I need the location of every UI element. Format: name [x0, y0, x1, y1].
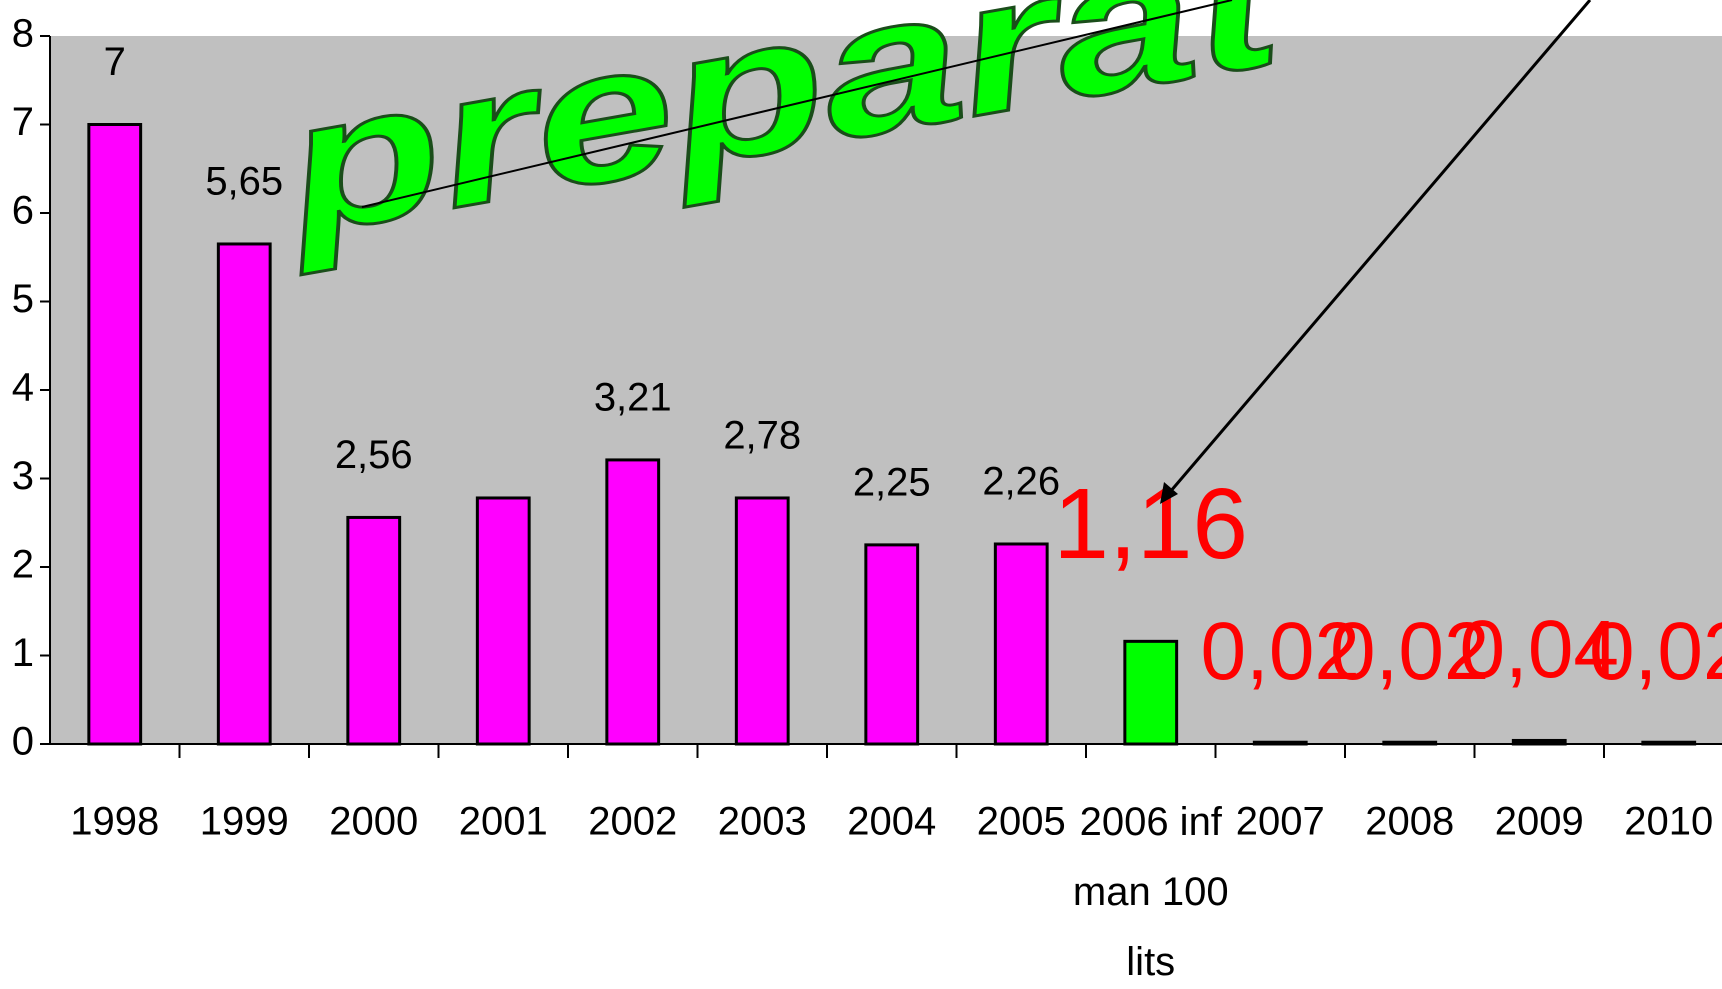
x-tick-label: 2004 [847, 800, 936, 844]
bar [1382, 740, 1438, 746]
x-tick-label: 2002 [588, 800, 677, 844]
value-label: 7 [104, 40, 126, 84]
x-tick-label: 2007 [1236, 800, 1325, 844]
value-label: 2,56 [335, 433, 413, 477]
bar [346, 515, 402, 746]
y-tick-label: 8 [12, 12, 34, 56]
bar [1511, 738, 1567, 746]
bar [475, 496, 531, 746]
value-label: 2,78 [723, 414, 801, 458]
x-tick-label: 2000 [329, 800, 418, 844]
x-tick-label: 2006 inf man 100 lits [1073, 800, 1229, 984]
x-tick-label: 1998 [70, 800, 159, 844]
y-tick-label: 0 [12, 720, 34, 764]
value-label: 0,02 [1200, 606, 1360, 697]
x-tick-label: 1999 [200, 800, 289, 844]
x-tick-label: 2010 [1624, 800, 1713, 844]
x-tick-label: 2009 [1495, 800, 1584, 844]
bar [1123, 639, 1179, 746]
value-label: 0,04 [1459, 604, 1619, 695]
value-label: 5,65 [205, 160, 283, 204]
bar [864, 543, 920, 746]
bar [605, 458, 661, 746]
annotation-arrow [1168, 0, 1592, 493]
bar [1641, 740, 1697, 746]
y-tick-label: 6 [12, 189, 34, 233]
value-label: 2,25 [853, 460, 931, 504]
y-tick-label: 5 [12, 277, 34, 321]
bar [216, 242, 272, 746]
value-label: 2,26 [982, 460, 1060, 504]
bar [734, 496, 790, 746]
value-label: 3,21 [594, 375, 672, 419]
y-tick-label: 7 [12, 100, 34, 144]
value-label: 1,16 [1053, 468, 1248, 580]
x-tick-label: 2005 [977, 800, 1066, 844]
x-tick-label: 2003 [718, 800, 807, 844]
y-tick-label: 4 [12, 366, 34, 410]
y-tick-label: 3 [12, 454, 34, 498]
annotation-line [361, 0, 1233, 208]
bar [87, 123, 143, 746]
value-label: 0,02 [1589, 606, 1722, 697]
bar [993, 542, 1049, 746]
x-tick-label: 2008 [1365, 800, 1454, 844]
y-tick-label: 2 [12, 543, 34, 587]
y-tick-label: 1 [12, 631, 34, 675]
x-tick-label: 2001 [459, 800, 548, 844]
value-label: 0,02 [1330, 606, 1490, 697]
bar [1252, 740, 1308, 746]
arrow-head [1160, 482, 1178, 504]
